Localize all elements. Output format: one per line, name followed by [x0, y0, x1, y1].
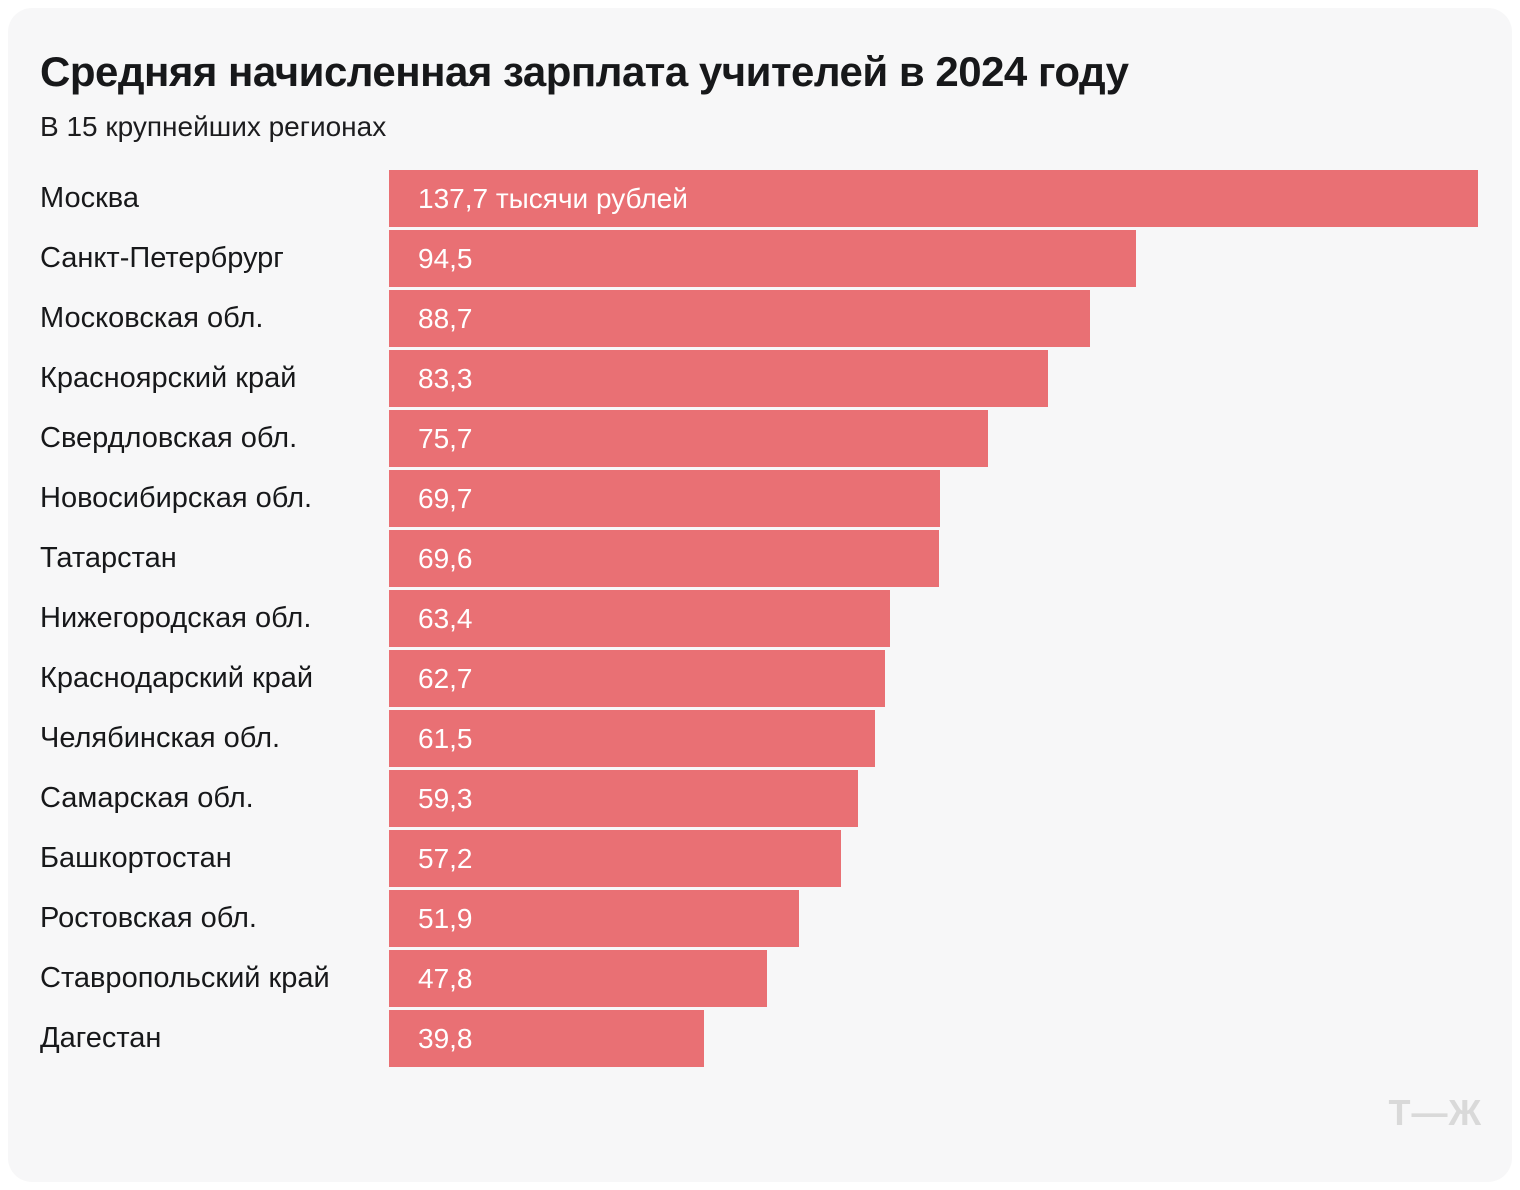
- bar-value-label: 94,5: [418, 242, 473, 274]
- category-label: Красноярский край: [40, 362, 297, 395]
- bar: 59,3: [389, 770, 858, 828]
- bar-value-label: 61,5: [418, 722, 473, 754]
- bar-track: 62,7: [389, 649, 1478, 709]
- category-label: Дагестан: [40, 1022, 162, 1055]
- bar: 69,7: [389, 470, 941, 528]
- category-label: Татарстан: [40, 542, 177, 575]
- bar-value-label: 75,7: [418, 422, 473, 454]
- bar: 39,8: [389, 1010, 704, 1068]
- chart-row: Москва 137,7 тысячи рублей: [40, 169, 1478, 229]
- bar-value-label: 59,3: [418, 782, 473, 814]
- bar: 57,2: [389, 830, 842, 888]
- chart-subtitle: В 15 крупнейших регионах: [40, 111, 387, 143]
- bar-value-label: 137,7 тысячи рублей: [418, 182, 688, 214]
- chart-title: Средняя начисленная зарплата учителей в …: [40, 48, 1129, 95]
- bar-track: 61,5: [389, 709, 1478, 769]
- bar-track: 75,7: [389, 409, 1478, 469]
- chart-header: Средняя начисленная зарплата учителей в …: [8, 8, 1512, 144]
- category-label: Самарская обл.: [40, 782, 254, 815]
- bar: 47,8: [389, 950, 768, 1008]
- tj-logo: Т—Ж: [1388, 1092, 1482, 1133]
- bar-track: 69,7: [389, 469, 1478, 529]
- bar: 83,3: [389, 350, 1048, 408]
- bar-track: 69,6: [389, 529, 1478, 589]
- chart-row: Татарстан 69,6: [40, 529, 1478, 589]
- chart-row: Краснодарский край 62,7: [40, 649, 1478, 709]
- chart-row: Московская обл. 88,7: [40, 289, 1478, 349]
- category-label: Санкт-Петербрург: [40, 242, 284, 275]
- bar: 63,4: [389, 590, 891, 648]
- category-label: Ростовская обл.: [40, 902, 257, 935]
- chart-card: Средняя начисленная зарплата учителей в …: [8, 8, 1512, 1182]
- bar-track: 57,2: [389, 829, 1478, 889]
- bar-value-label: 62,7: [418, 662, 473, 694]
- bar-value-label: 47,8: [418, 962, 473, 994]
- bar: 51,9: [389, 890, 800, 948]
- chart-row: Башкортостан 57,2: [40, 829, 1478, 889]
- bar-value-label: 39,8: [418, 1022, 473, 1054]
- bar-track: 59,3: [389, 769, 1478, 829]
- bar-track: 88,7: [389, 289, 1478, 349]
- bar: 61,5: [389, 710, 876, 768]
- category-label: Башкортостан: [40, 842, 232, 875]
- category-label: Ставропольский край: [40, 962, 330, 995]
- bar-track: 94,5: [389, 229, 1478, 289]
- bar-value-label: 51,9: [418, 902, 473, 934]
- chart-row: Дагестан 39,8: [40, 1009, 1478, 1069]
- category-label: Краснодарский край: [40, 662, 314, 695]
- chart-row: Новосибирская обл. 69,7: [40, 469, 1478, 529]
- bar-value-label: 88,7: [418, 302, 473, 334]
- category-label: Челябинская обл.: [40, 722, 281, 755]
- category-label: Москва: [40, 182, 140, 215]
- bar-value-label: 83,3: [418, 362, 473, 394]
- chart-row: Самарская обл. 59,3: [40, 769, 1478, 829]
- bar-value-label: 63,4: [418, 602, 473, 634]
- bar-value-label: 69,6: [418, 542, 473, 574]
- bar-value-label: 57,2: [418, 842, 473, 874]
- chart-row: Нижегородская обл. 63,4: [40, 589, 1478, 649]
- bar: 137,7 тысячи рублей: [389, 170, 1478, 228]
- bar: 88,7: [389, 290, 1091, 348]
- bar-track: 83,3: [389, 349, 1478, 409]
- bar: 62,7: [389, 650, 885, 708]
- bar-track: 137,7 тысячи рублей: [389, 169, 1478, 229]
- bar-track: 63,4: [389, 589, 1478, 649]
- category-label: Свердловская обл.: [40, 422, 298, 455]
- bar: 94,5: [389, 230, 1137, 288]
- bar-track: 47,8: [389, 949, 1478, 1009]
- bar-track: 39,8: [389, 1009, 1478, 1069]
- bar-chart: Москва 137,7 тысячи рублей Санкт-Петербрур…: [8, 169, 1512, 1069]
- bar-track: 51,9: [389, 889, 1478, 949]
- category-label: Московская обл.: [40, 302, 264, 335]
- bar-value-label: 69,7: [418, 482, 473, 514]
- chart-row: Челябинская обл. 61,5: [40, 709, 1478, 769]
- chart-row: Санкт-Петербрург 94,5: [40, 229, 1478, 289]
- bar: 75,7: [389, 410, 988, 468]
- bar: 69,6: [389, 530, 940, 588]
- chart-row: Ростовская обл. 51,9: [40, 889, 1478, 949]
- category-label: Новосибирская обл.: [40, 482, 313, 515]
- chart-row: Красноярский край 83,3: [40, 349, 1478, 409]
- chart-row: Свердловская обл. 75,7: [40, 409, 1478, 469]
- chart-row: Ставропольский край 47,8: [40, 949, 1478, 1009]
- category-label: Нижегородская обл.: [40, 602, 312, 635]
